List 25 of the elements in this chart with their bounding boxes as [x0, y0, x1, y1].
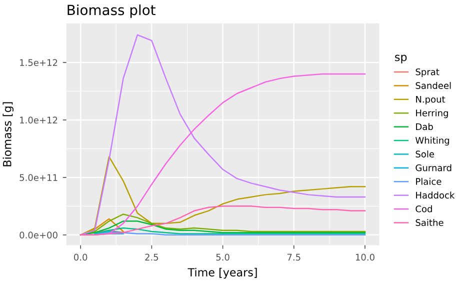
x-tick-label: 5.0 — [216, 254, 230, 261]
legend-label: Whiting — [416, 136, 450, 146]
legend-label: Haddock — [416, 192, 455, 199]
legend-label: Sole — [416, 150, 434, 158]
x-axis-title: Time [years] — [188, 268, 257, 279]
y-tick-label: 1.0e+12 — [20, 116, 58, 124]
x-tick-label: 2.5 — [145, 254, 158, 261]
y-tick-label: 5.0e+11 — [20, 174, 58, 181]
x-tick-label: 7.5 — [287, 254, 300, 261]
legend-label: Sandeel — [416, 82, 451, 89]
legend-label: Dab — [416, 123, 433, 130]
x-tick-label: 10.0 — [356, 254, 374, 261]
legend-label: N.pout — [416, 96, 446, 104]
legend-label: Sprat — [416, 68, 440, 78]
legend-label: Gurnard — [416, 164, 452, 172]
legend-label: Plaice — [416, 178, 442, 185]
y-axis-title: Biomass [g] — [2, 102, 14, 166]
x-tick-label: 0.0 — [74, 254, 88, 261]
legend-label: Saithe — [416, 219, 444, 226]
legend-label: Herring — [416, 109, 448, 118]
y-tick-label: 1.5e+12 — [20, 59, 58, 66]
y-tick-label: 0.0e+00 — [20, 232, 58, 238]
legend-title: sp — [395, 54, 407, 64]
legend-label: Cod — [416, 205, 432, 212]
chart-title: Biomass plot — [68, 4, 156, 18]
